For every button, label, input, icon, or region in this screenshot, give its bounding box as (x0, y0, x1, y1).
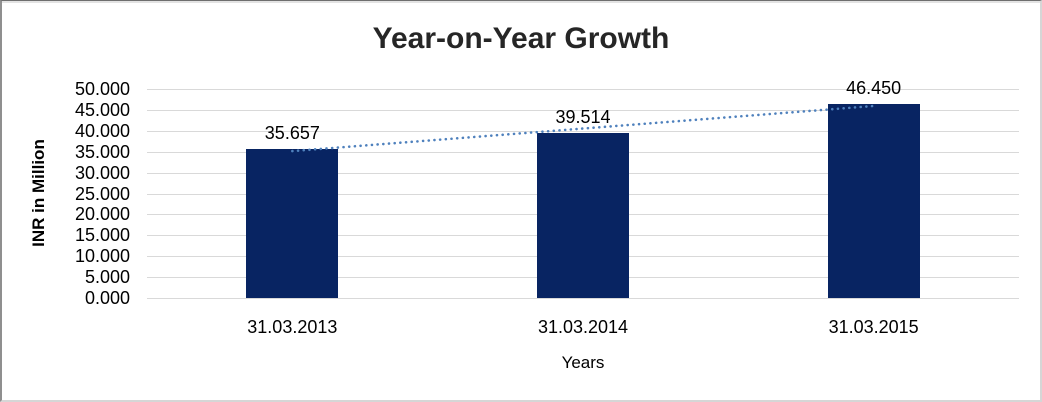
x-axis-title: Years (561, 353, 605, 372)
y-tick-label: 15.000 (74, 225, 130, 246)
bar[interactable] (246, 148, 339, 298)
y-tick-label: 40.000 (74, 120, 130, 141)
bar-value-label: 39.514 (555, 106, 611, 127)
gridline (147, 298, 1019, 299)
bar[interactable] (827, 103, 920, 298)
x-tick-label: 31.03.2013 (247, 317, 338, 337)
y-tick-label: 25.000 (74, 183, 130, 204)
bar[interactable] (537, 132, 629, 298)
chart-title: Year-on-Year Growth (372, 22, 670, 55)
gridline (147, 89, 1019, 90)
y-tick-label: 50.000 (74, 79, 130, 99)
bar-value-label: 35.657 (264, 122, 320, 143)
bar-value-label: 46.450 (846, 77, 902, 98)
y-tick-label: 20.000 (74, 204, 130, 225)
y-tick-label: 0.000 (84, 288, 130, 308)
y-tick-label: 5.000 (84, 267, 130, 288)
y-tick-label: 35.000 (74, 141, 130, 162)
y-tick-label: 45.000 (74, 99, 130, 120)
y-tick-label: 10.000 (74, 246, 130, 267)
x-tick-label: 31.03.2014 (537, 317, 629, 337)
y-tick-label: 30.000 (74, 162, 130, 183)
x-tick-label: 31.03.2015 (828, 317, 919, 337)
